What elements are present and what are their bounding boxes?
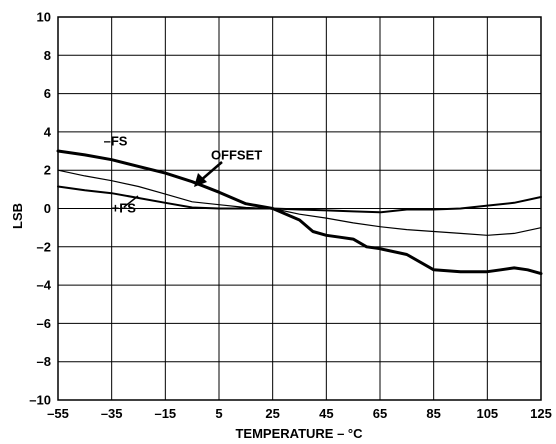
x-tick-label: 5: [215, 406, 222, 421]
x-tick-label: 65: [373, 406, 387, 421]
y-tick-label: 0: [44, 201, 51, 216]
grid: [57, 16, 542, 401]
annotations: –FS OFFSET +FS: [104, 133, 263, 215]
x-tick-label: 25: [265, 406, 279, 421]
annotation-leaders: [123, 161, 223, 208]
tick-labels: –55 –35 –15 5 25 45 65 85 105 125 10 8 6 4 2 0 –2 –4 –6 –8 –…: [29, 10, 552, 422]
y-tick-label: –4: [37, 278, 52, 293]
series-group: [56, 149, 543, 276]
series-line-offset: [57, 169, 542, 236]
fs-plus-leader: [123, 195, 139, 208]
offset-arrow-head: [194, 173, 207, 187]
y-axis-title: LSB: [10, 203, 25, 229]
y-tick-label: –8: [37, 354, 51, 369]
plot-frame: [57, 16, 542, 401]
y-tick-label: –10: [29, 393, 51, 408]
x-tick-label: 45: [319, 406, 333, 421]
x-tick-label: 105: [476, 406, 498, 421]
x-tick-label: –35: [101, 406, 123, 421]
y-tick-label: 8: [44, 48, 51, 63]
offset-arrow-shaft: [199, 161, 223, 182]
annotation-offset: OFFSET: [211, 148, 262, 163]
x-axis-title: TEMPERATURE – °C: [235, 426, 363, 441]
y-tick-label: –2: [37, 239, 51, 254]
series-line-fs: [57, 185, 542, 214]
annotation-fs: –FS: [104, 133, 128, 148]
y-tick-label: 4: [44, 124, 52, 139]
y-tick-label: –6: [37, 316, 51, 331]
y-tick-label: 2: [44, 163, 51, 178]
x-tick-label: –55: [47, 406, 69, 421]
series-line-fs: [56, 149, 543, 276]
x-tick-label: 85: [426, 406, 440, 421]
y-tick-label: 10: [37, 10, 51, 25]
y-tick-label: 6: [44, 86, 51, 101]
annotation-fs: +FS: [112, 200, 137, 215]
x-tick-label: 125: [530, 406, 552, 421]
x-tick-label: –15: [154, 406, 176, 421]
